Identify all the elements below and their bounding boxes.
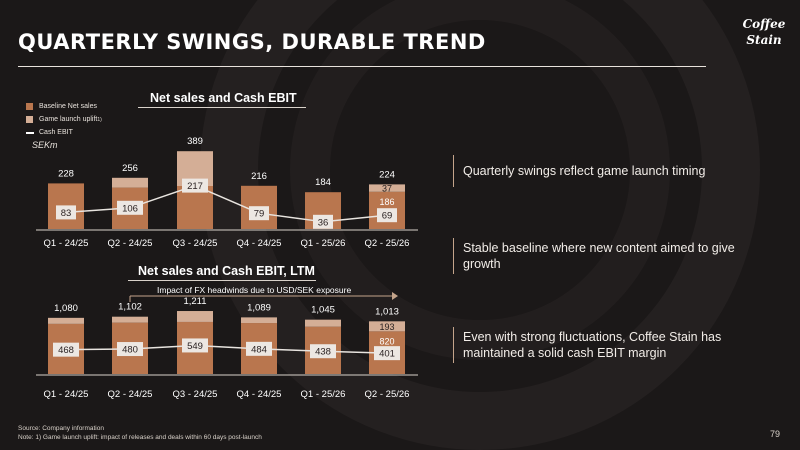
chart1-total-label: 389 xyxy=(187,136,203,147)
chart1-cash-ebit-box xyxy=(377,208,397,223)
chart2-category-label: Q1 - 24/25 xyxy=(44,389,89,400)
chart1-cash-ebit-label: 69 xyxy=(382,211,393,222)
chart2-uplift-label: 193 xyxy=(379,322,394,332)
legend-line-cash-ebit xyxy=(26,131,34,134)
chart2-category-label: Q2 - 25/26 xyxy=(365,389,410,400)
takeaway-2: Stable baseline where new content aimed … xyxy=(453,238,763,274)
chart2-title-underline xyxy=(128,280,316,281)
unit-label: SEKm xyxy=(32,140,58,150)
footer-source: Source: Company information xyxy=(18,425,104,432)
chart1-cash-ebit-box xyxy=(249,206,269,221)
chart-legend: Baseline Net sales Game launch uplift 1) … xyxy=(26,100,102,139)
chart2-cash-ebit-label: 401 xyxy=(379,349,395,360)
chart2-cash-ebit-box xyxy=(182,338,208,353)
chart1-total-label: 184 xyxy=(315,177,331,188)
footer-note: Note: 1) Game launch uplift: impact of r… xyxy=(18,434,262,441)
coffee-stain-logo: Coffee Stain xyxy=(742,14,786,50)
chart2-total-label: 1,013 xyxy=(375,306,399,317)
chart1-category-label: Q3 - 24/25 xyxy=(173,238,218,249)
takeaway-2-text: Stable baseline where new content aimed … xyxy=(463,241,735,271)
chart1-title-underline xyxy=(138,107,306,108)
chart1-cash-ebit-box xyxy=(56,205,76,220)
chart1-cash-ebit-label: 79 xyxy=(254,209,265,220)
chart1-category-label: Q2 - 24/25 xyxy=(108,238,153,249)
chart1-bar-baseline xyxy=(177,186,213,229)
chart2-title: Net sales and Cash EBIT, LTM xyxy=(138,264,315,278)
chart2-cash-ebit-box xyxy=(117,342,143,357)
page-title: QUARTERLY SWINGS, DURABLE TREND xyxy=(18,30,486,54)
legend-swatch-uplift xyxy=(26,116,33,123)
chart2-category-label: Q3 - 24/25 xyxy=(173,389,218,400)
legend-item-baseline: Baseline Net sales xyxy=(26,100,102,113)
chart2-cash-ebit-box xyxy=(310,344,336,359)
chart1-bar-uplift xyxy=(112,177,148,188)
legend-label-baseline: Baseline Net sales xyxy=(39,103,97,110)
chart1-cash-ebit-label: 106 xyxy=(122,203,138,214)
legend-swatch-baseline xyxy=(26,103,33,110)
legend-label-uplift: Game launch uplift xyxy=(39,116,98,123)
chart1-cash-ebit-label: 36 xyxy=(318,217,329,228)
chart1-category-label: Q2 - 25/26 xyxy=(365,238,410,249)
legend-uplift-footnote: 1) xyxy=(97,116,102,123)
chart1-baseline-label: 186 xyxy=(379,197,394,207)
chart2-baseline-label: 820 xyxy=(379,336,394,346)
chart2-cash-ebit-label: 438 xyxy=(315,347,331,358)
chart2-cash-ebit-box xyxy=(53,342,79,357)
chart1-cash-ebit-label: 83 xyxy=(61,208,72,219)
legend-label-cash-ebit: Cash EBIT xyxy=(39,129,73,136)
chart2-category-label: Q1 - 25/26 xyxy=(301,389,346,400)
chart1-category-label: Q1 - 24/25 xyxy=(44,238,89,249)
fx-headwinds-note: Impact of FX headwinds due to USD/SEK ex… xyxy=(157,285,352,295)
chart2-cash-ebit-label: 468 xyxy=(58,345,74,356)
chart1-category-label: Q1 - 25/26 xyxy=(301,238,346,249)
chart1-bar-uplift xyxy=(369,184,405,192)
chart2-total-label: 1,089 xyxy=(247,302,271,313)
chart2-total-label: 1,211 xyxy=(183,296,206,307)
chart2-category-label: Q4 - 24/25 xyxy=(237,389,282,400)
chart1-title: Net sales and Cash EBIT xyxy=(150,91,297,105)
chart1-cash-ebit-box xyxy=(313,214,333,229)
svg-text:Coffee: Coffee xyxy=(743,17,786,31)
chart1-total-label: 256 xyxy=(122,163,138,174)
title-divider xyxy=(18,66,706,67)
chart2-bar-uplift xyxy=(177,311,213,322)
chart1-cash-ebit-box xyxy=(182,178,208,193)
logo-icon: Coffee Stain xyxy=(743,17,786,47)
chart2-cash-ebit-box xyxy=(246,341,272,356)
chart1-total-label: 216 xyxy=(251,171,267,182)
chart2-cash-ebit-box xyxy=(374,346,400,361)
takeaway-3-text: Even with strong fluctuations, Coffee St… xyxy=(463,330,722,360)
chart2-total-label: 1,102 xyxy=(118,302,142,313)
chart2-cash-ebit-label: 484 xyxy=(251,344,267,355)
chart1-total-label: 228 xyxy=(58,168,74,179)
chart1-cash-ebit-box xyxy=(117,200,143,215)
fx-arrow-head xyxy=(392,292,398,300)
chart2-total-label: 1,080 xyxy=(54,303,78,314)
chart1-total-label: 224 xyxy=(379,169,395,180)
legend-item-cash-ebit: Cash EBIT xyxy=(26,126,102,139)
chart2-total-label: 1,045 xyxy=(311,305,335,316)
svg-text:Stain: Stain xyxy=(746,33,781,47)
page-number: 79 xyxy=(769,429,780,439)
footer: Source: Company information Note: 1) Gam… xyxy=(18,424,262,442)
chart2-category-label: Q2 - 24/25 xyxy=(108,389,153,400)
chart2-bar-uplift xyxy=(305,319,341,327)
takeaway-1-text: Quarterly swings reflect game launch tim… xyxy=(463,164,706,178)
legend-item-uplift: Game launch uplift 1) xyxy=(26,113,102,126)
chart2-bar-uplift xyxy=(369,321,405,332)
chart1-cash-ebit-label: 217 xyxy=(187,181,203,192)
chart2-bar-uplift xyxy=(48,317,84,324)
chart2-bar-uplift xyxy=(241,317,277,324)
chart1-category-label: Q4 - 24/25 xyxy=(237,238,282,249)
takeaway-1: Quarterly swings reflect game launch tim… xyxy=(453,155,763,187)
chart2-cash-ebit-label: 549 xyxy=(187,341,203,352)
chart2-cash-ebit-label: 480 xyxy=(122,345,138,356)
chart2-bar-uplift xyxy=(112,316,148,323)
chart1-uplift-label: 37 xyxy=(382,184,392,194)
takeaway-3: Even with strong fluctuations, Coffee St… xyxy=(453,327,763,363)
